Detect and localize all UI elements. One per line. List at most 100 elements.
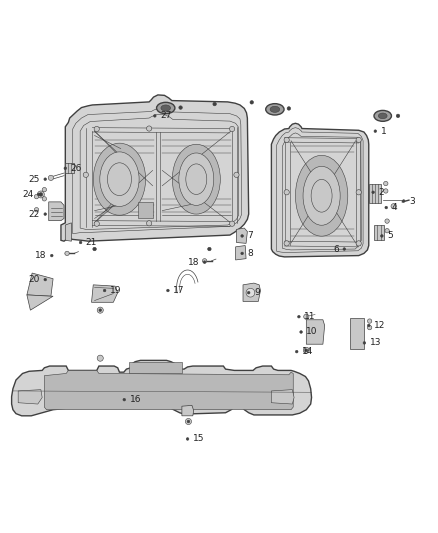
Polygon shape [12, 360, 311, 416]
Circle shape [295, 350, 298, 353]
Ellipse shape [374, 110, 392, 122]
Circle shape [37, 193, 40, 196]
Text: 27: 27 [160, 111, 171, 120]
Polygon shape [374, 225, 384, 240]
Circle shape [179, 106, 182, 109]
Polygon shape [65, 163, 74, 173]
Circle shape [166, 289, 169, 292]
Ellipse shape [93, 143, 146, 215]
Circle shape [385, 206, 388, 209]
Circle shape [241, 235, 244, 237]
Circle shape [367, 319, 372, 323]
Circle shape [284, 241, 289, 246]
Circle shape [37, 191, 44, 198]
Circle shape [83, 172, 88, 177]
Circle shape [381, 235, 383, 237]
Polygon shape [182, 405, 194, 416]
Circle shape [39, 193, 42, 196]
Polygon shape [237, 228, 247, 244]
Text: 25: 25 [28, 175, 40, 184]
Circle shape [367, 324, 370, 327]
Circle shape [34, 207, 39, 212]
Text: 18: 18 [35, 251, 46, 260]
Circle shape [185, 418, 191, 425]
Circle shape [384, 189, 388, 193]
Ellipse shape [161, 105, 170, 111]
Circle shape [230, 221, 235, 227]
Polygon shape [92, 285, 118, 302]
Circle shape [93, 247, 96, 251]
Circle shape [403, 200, 405, 203]
Text: 13: 13 [370, 338, 381, 348]
Circle shape [103, 289, 106, 292]
Circle shape [202, 259, 207, 263]
Circle shape [203, 261, 206, 263]
Text: 12: 12 [374, 321, 385, 330]
Ellipse shape [179, 153, 214, 205]
Ellipse shape [156, 102, 175, 114]
Circle shape [384, 181, 388, 185]
Circle shape [42, 197, 46, 201]
Circle shape [99, 309, 102, 311]
Ellipse shape [295, 156, 348, 236]
Text: 6: 6 [333, 245, 339, 254]
Circle shape [50, 254, 53, 257]
Circle shape [305, 349, 307, 352]
Text: 24: 24 [22, 190, 33, 199]
Text: 20: 20 [28, 275, 40, 284]
Circle shape [304, 314, 309, 319]
Ellipse shape [266, 103, 284, 115]
Circle shape [284, 138, 289, 142]
Ellipse shape [270, 106, 280, 112]
Circle shape [300, 330, 302, 333]
Circle shape [363, 342, 366, 344]
Circle shape [147, 126, 152, 131]
Circle shape [65, 251, 69, 256]
Circle shape [356, 241, 361, 246]
Circle shape [343, 248, 346, 251]
Text: 16: 16 [130, 395, 141, 404]
Text: 17: 17 [173, 286, 185, 295]
Circle shape [230, 126, 235, 132]
Text: 5: 5 [387, 231, 393, 240]
Text: 15: 15 [193, 434, 204, 443]
Circle shape [42, 188, 46, 192]
Circle shape [97, 307, 103, 313]
Polygon shape [27, 295, 53, 310]
Polygon shape [65, 223, 71, 241]
Circle shape [44, 178, 46, 181]
Circle shape [153, 115, 156, 117]
Polygon shape [272, 390, 294, 404]
Text: 11: 11 [304, 312, 316, 321]
Circle shape [234, 172, 239, 177]
Circle shape [287, 107, 290, 110]
Circle shape [147, 221, 152, 226]
Circle shape [356, 190, 361, 195]
Circle shape [385, 219, 389, 223]
Circle shape [247, 292, 250, 294]
Polygon shape [236, 246, 246, 260]
Circle shape [246, 288, 255, 297]
Text: 18: 18 [188, 257, 199, 266]
Text: 7: 7 [247, 231, 253, 240]
Circle shape [372, 191, 374, 193]
Text: 26: 26 [71, 164, 82, 173]
Circle shape [297, 316, 300, 318]
Circle shape [97, 355, 103, 361]
Polygon shape [18, 390, 42, 404]
Text: 3: 3 [409, 197, 415, 206]
Text: 1: 1 [381, 127, 386, 136]
Circle shape [208, 247, 211, 251]
Circle shape [187, 420, 190, 423]
Text: 22: 22 [29, 209, 40, 219]
Polygon shape [44, 370, 293, 410]
Polygon shape [49, 202, 64, 221]
Polygon shape [61, 95, 249, 241]
Polygon shape [130, 362, 182, 374]
Polygon shape [272, 123, 369, 257]
Circle shape [303, 348, 309, 353]
Circle shape [241, 252, 244, 255]
Ellipse shape [378, 113, 387, 119]
Text: 9: 9 [254, 288, 260, 297]
Text: 4: 4 [392, 203, 397, 212]
